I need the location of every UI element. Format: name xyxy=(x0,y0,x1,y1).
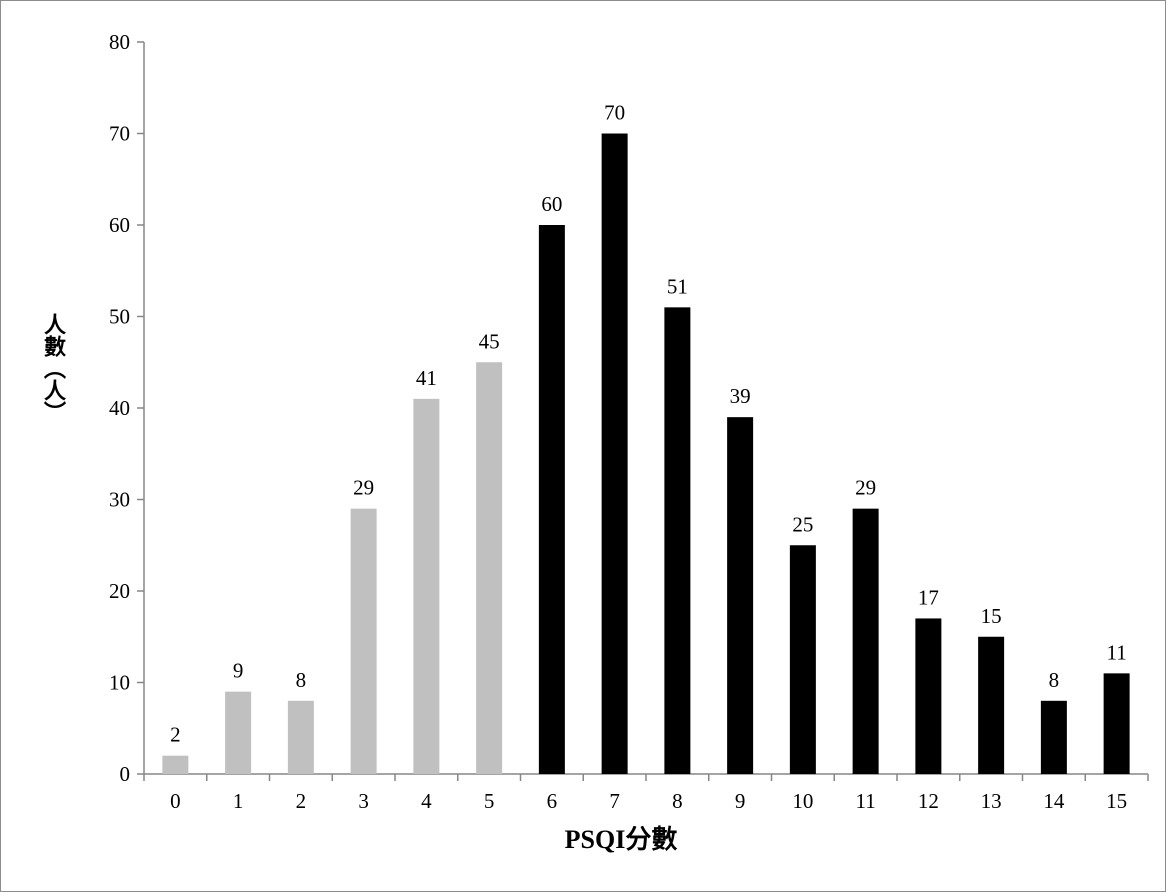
x-tick-label: 2 xyxy=(296,789,307,813)
bar-value-label: 8 xyxy=(296,668,307,692)
x-tick-label: 9 xyxy=(735,789,746,813)
bar-value-label: 41 xyxy=(416,366,437,390)
bar-value-label: 45 xyxy=(479,329,500,353)
bar-8 xyxy=(664,307,691,774)
bar-1 xyxy=(225,691,252,774)
bar-value-label: 8 xyxy=(1049,668,1060,692)
bar-value-label: 2 xyxy=(170,723,181,747)
bar-14 xyxy=(1040,700,1067,774)
bar-value-label: 29 xyxy=(855,476,876,500)
x-tick-label: 5 xyxy=(484,789,495,813)
bar-value-label: 39 xyxy=(730,384,751,408)
bar-6 xyxy=(538,225,565,774)
x-tick-label: 14 xyxy=(1043,789,1065,813)
y-tick-label: 30 xyxy=(109,488,130,512)
x-tick-label: 10 xyxy=(792,789,813,813)
x-tick-label: 0 xyxy=(170,789,181,813)
y-tick-label: 40 xyxy=(109,396,130,420)
bar-value-label: 9 xyxy=(233,659,244,683)
bar-13 xyxy=(978,636,1005,774)
bar-value-label: 11 xyxy=(1107,640,1127,664)
x-tick-label: 4 xyxy=(421,789,432,813)
x-tick-label: 13 xyxy=(981,789,1002,813)
bar-11 xyxy=(852,508,879,774)
x-tick-label: 11 xyxy=(856,789,876,813)
bar-5 xyxy=(476,362,503,774)
y-tick-label: 80 xyxy=(109,30,130,54)
y-tick-label: 0 xyxy=(120,762,131,786)
y-tick-label: 70 xyxy=(109,122,130,146)
x-tick-label: 1 xyxy=(233,789,244,813)
bar-2 xyxy=(287,700,314,774)
bar-value-label: 29 xyxy=(353,476,374,500)
bar-12 xyxy=(915,618,942,774)
bar-4 xyxy=(413,398,440,774)
x-tick-label: 3 xyxy=(358,789,369,813)
x-tick-label: 12 xyxy=(918,789,939,813)
bars xyxy=(162,133,1130,774)
x-tick-label: 6 xyxy=(547,789,558,813)
x-axis-ticks: 0 1 2 3 4 5 6 7 8 9 10 11 12 13 14 15 xyxy=(143,774,1149,813)
y-tick-label: 50 xyxy=(109,305,130,329)
y-tick-label: 10 xyxy=(109,671,130,695)
bar-0 xyxy=(162,755,189,774)
y-tick-label: 20 xyxy=(109,579,130,603)
bar-10 xyxy=(789,545,816,774)
x-axis-title: PSQI分數 xyxy=(564,825,678,854)
bar-value-label: 70 xyxy=(604,101,625,125)
bar-value-label: 15 xyxy=(981,604,1002,628)
bar-value-label: 25 xyxy=(792,512,813,536)
bar-value-label: 17 xyxy=(918,585,939,609)
bar-value-label: 60 xyxy=(541,192,562,216)
bar-value-label: 51 xyxy=(667,274,688,298)
y-tick-label: 60 xyxy=(109,213,130,237)
bar-15 xyxy=(1103,673,1130,774)
bar-9 xyxy=(727,417,754,774)
x-tick-label: 8 xyxy=(672,789,683,813)
bar-3 xyxy=(350,508,377,774)
bar-7 xyxy=(601,133,628,774)
y-axis-title: 人數（人） xyxy=(40,313,66,423)
x-tick-label: 7 xyxy=(609,789,620,813)
x-tick-label: 15 xyxy=(1106,789,1127,813)
y-axis-ticks: 0 10 20 30 40 50 60 70 80 xyxy=(109,30,144,786)
